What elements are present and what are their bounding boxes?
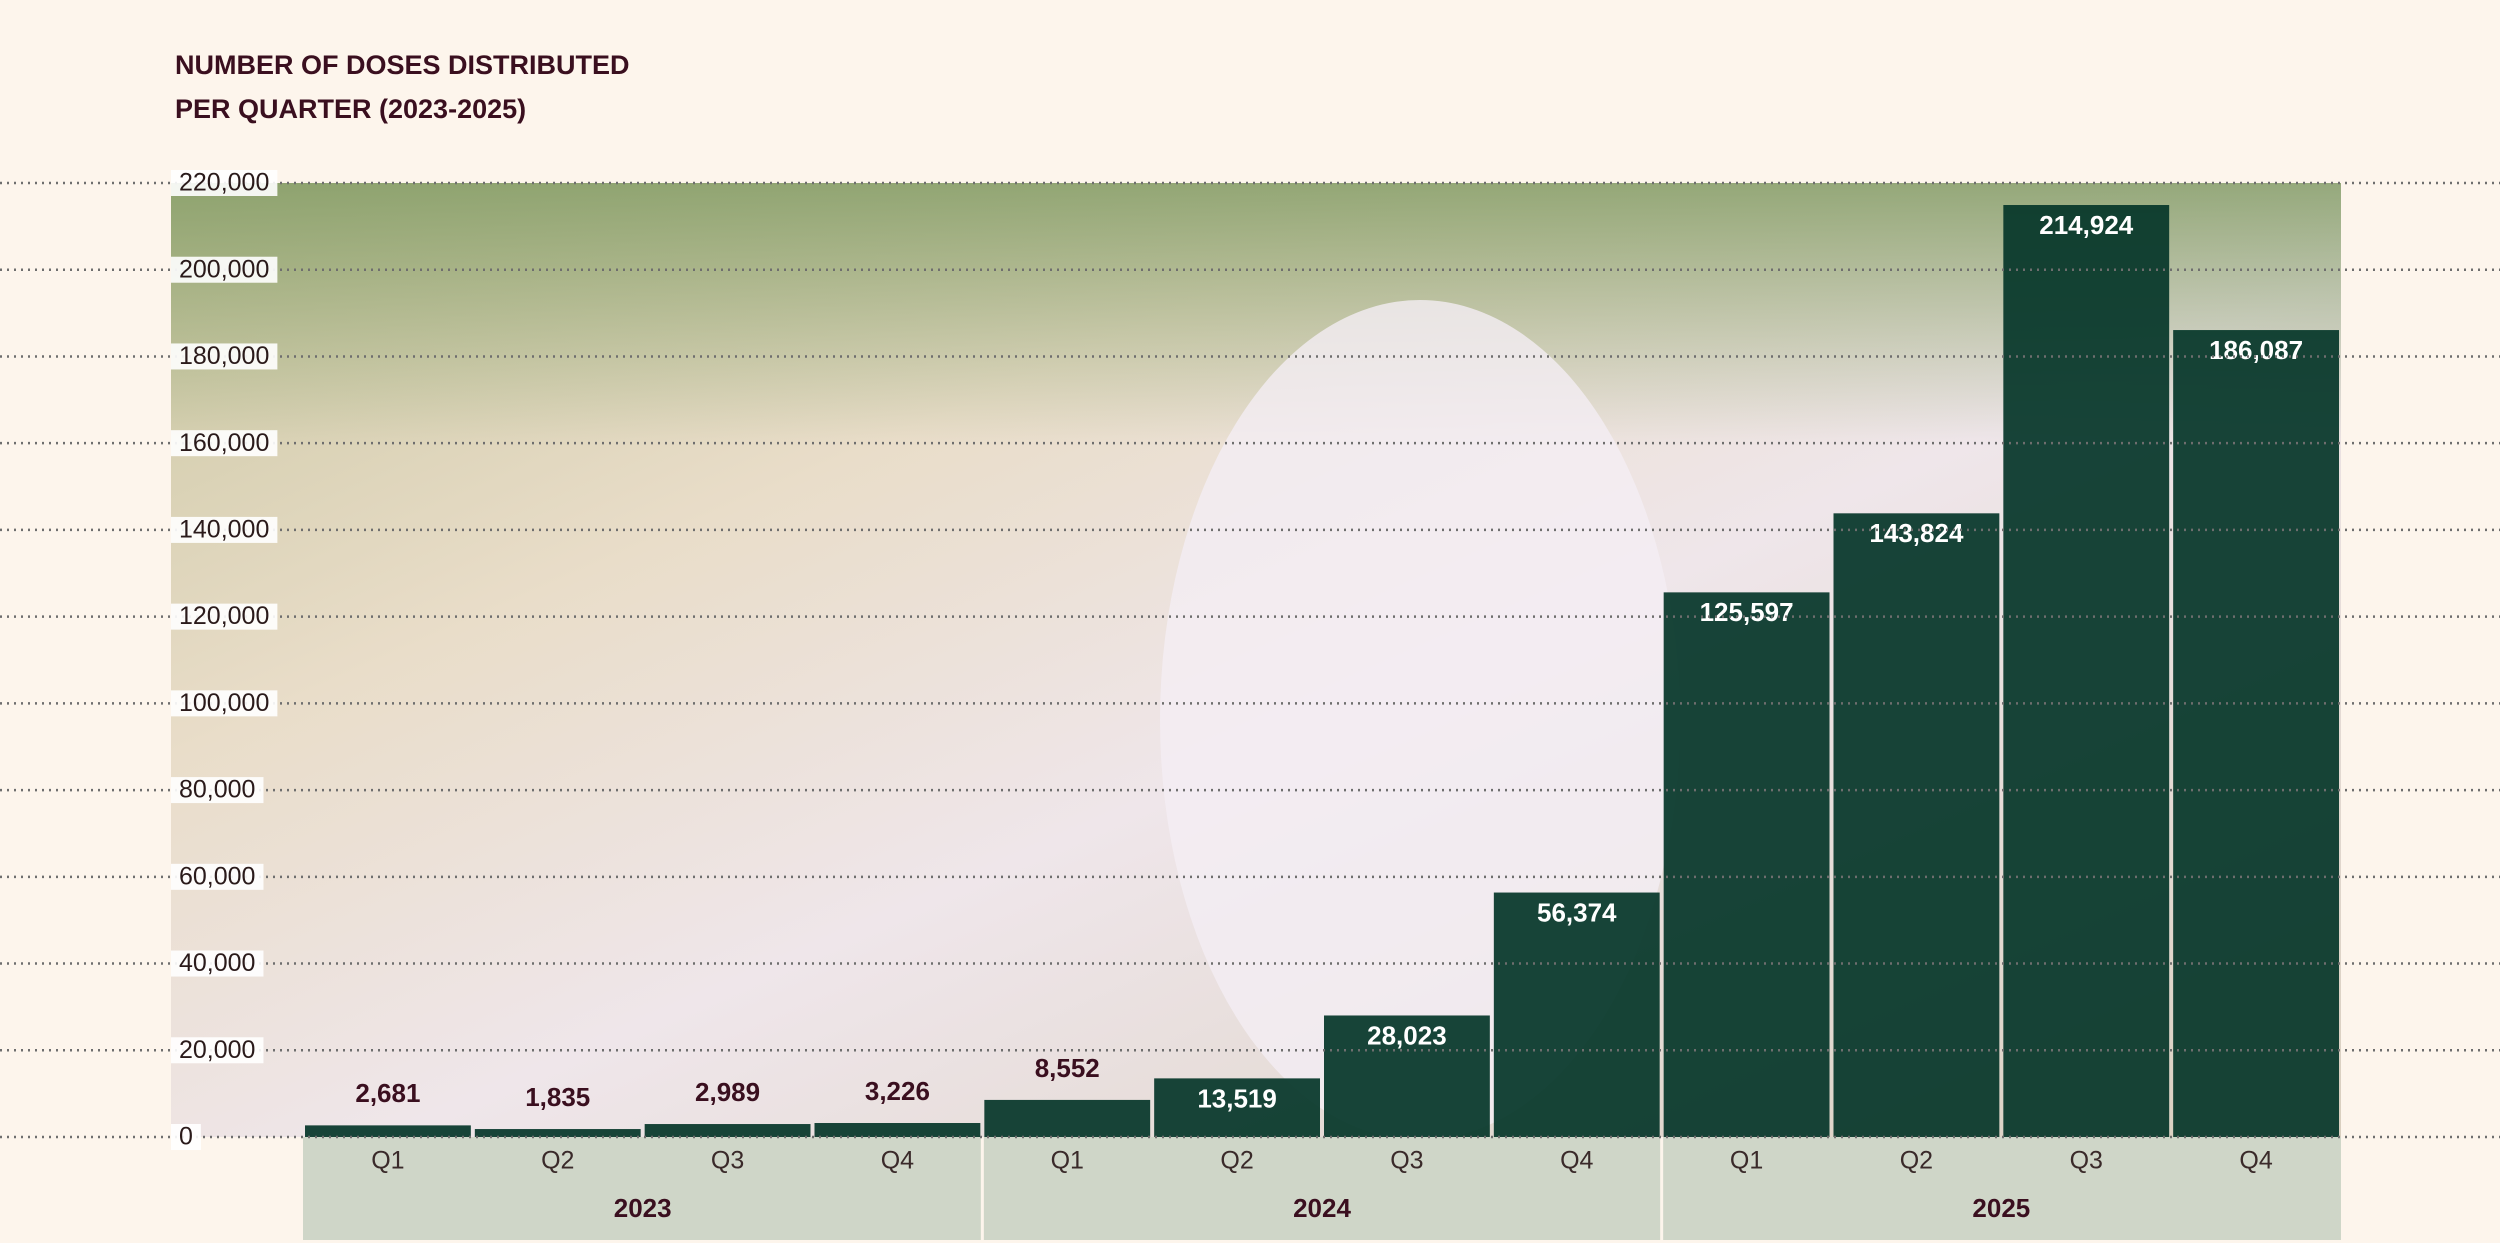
y-tick-label-bg (171, 1124, 201, 1150)
x-tick-label: Q3 (2070, 1147, 2103, 1175)
value-label: 143,824 (1869, 518, 1964, 548)
y-tick-label: 140,000 (179, 516, 269, 544)
y-tick-label-bg (171, 777, 264, 804)
group-label: 2023 (614, 1193, 672, 1223)
bar (474, 1129, 641, 1137)
value-label: 214,924 (2039, 210, 2134, 240)
bar (2173, 330, 2339, 1138)
chart-title: NUMBER OF DOSES DISTRIBUTED (175, 50, 630, 80)
y-tick-label-bg (171, 170, 278, 196)
value-label: 2,681 (355, 1078, 420, 1108)
y-tick-label: 80,000 (179, 776, 255, 804)
value-label: 13,519 (1197, 1083, 1277, 1113)
bar (305, 1125, 471, 1137)
value-label: 3,226 (865, 1076, 930, 1106)
x-tick-label: Q4 (881, 1147, 914, 1175)
bar (984, 1099, 1151, 1137)
value-label: 2,989 (695, 1077, 760, 1107)
y-tick-label: 200,000 (179, 255, 269, 283)
value-label: 125,597 (1700, 597, 1794, 627)
x-tick-label: Q2 (1220, 1147, 1253, 1175)
y-tick-label-bg (171, 690, 278, 717)
x-tick-label: Q3 (711, 1147, 744, 1175)
bar (644, 1124, 811, 1137)
value-label: 186,087 (2209, 335, 2303, 365)
value-label: 8,552 (1035, 1053, 1100, 1083)
y-tick-label-bg (171, 516, 278, 543)
y-tick-label: 100,000 (179, 689, 269, 717)
y-tick-label: 180,000 (179, 342, 269, 370)
y-tick-label-bg (171, 1037, 264, 1064)
y-tick-label-bg (171, 343, 278, 370)
x-tick-label: Q4 (1560, 1147, 1593, 1175)
x-tick-label: Q3 (1390, 1147, 1423, 1175)
y-tick-label-bg (171, 256, 278, 283)
bar (814, 1123, 981, 1137)
y-tick-label-bg (171, 950, 264, 977)
bar (1324, 1015, 1490, 1137)
group-label: 2025 (1972, 1193, 2030, 1223)
x-tick-label: Q4 (2239, 1147, 2272, 1175)
x-tick-label: Q1 (371, 1147, 404, 1175)
y-tick-label: 0 (179, 1123, 193, 1151)
x-tick-label: Q2 (1900, 1147, 1933, 1175)
y-tick-label-bg (171, 863, 264, 890)
y-tick-label: 20,000 (179, 1036, 255, 1064)
y-tick-label-bg (171, 430, 278, 457)
bar (1663, 592, 1830, 1137)
y-tick-label: 160,000 (179, 429, 269, 457)
x-tick-label: Q2 (541, 1147, 574, 1175)
value-label: 28,023 (1367, 1020, 1447, 1050)
y-tick-label: 60,000 (179, 862, 255, 890)
x-tick-label: Q1 (1051, 1147, 1084, 1175)
y-tick-label: 120,000 (179, 602, 269, 630)
bar (2003, 205, 2170, 1138)
value-label: 1,835 (525, 1082, 590, 1112)
bar (1493, 892, 1660, 1137)
chart-subtitle: PER QUARTER (2023-2025) (175, 94, 526, 124)
y-tick-label-bg (171, 603, 278, 630)
group-label: 2024 (1293, 1193, 1351, 1223)
value-label: 56,374 (1537, 897, 1617, 927)
y-tick-label: 220,000 (179, 169, 269, 197)
category-band (303, 1137, 2341, 1240)
bar (1833, 513, 2000, 1137)
bar (1154, 1078, 1320, 1137)
y-tick-label: 40,000 (179, 949, 255, 977)
x-tick-label: Q1 (1730, 1147, 1763, 1175)
